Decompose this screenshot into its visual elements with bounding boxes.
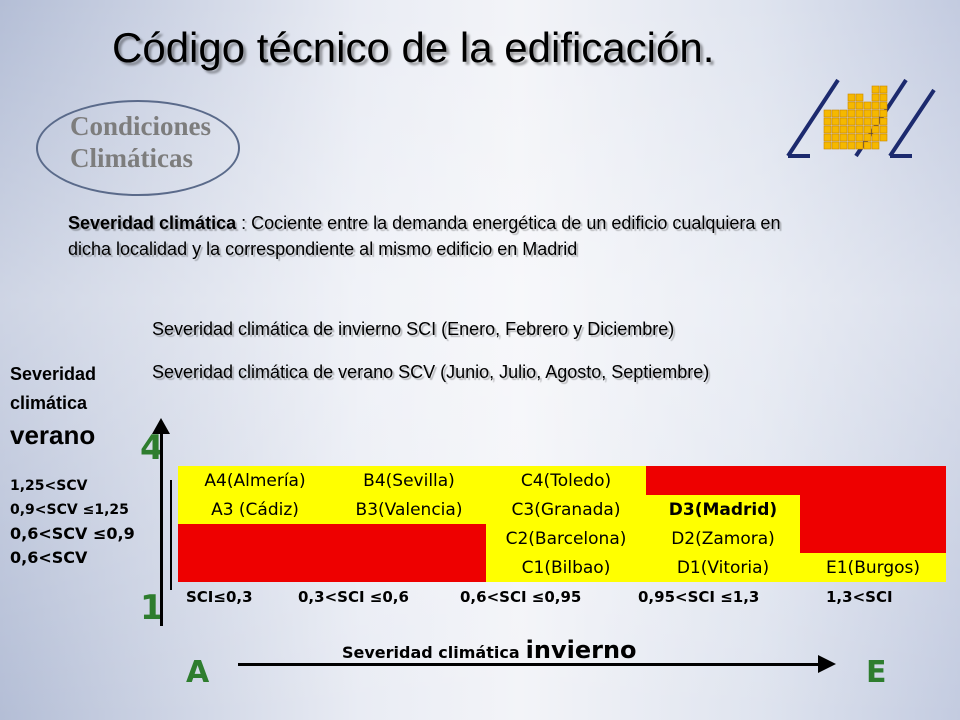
definition-body: : Cociente entre la demanda energética d… [68,213,781,259]
horizontal-axis-line [238,663,820,666]
horizontal-arrow-head-icon [818,655,836,673]
zone-b3: B3(Valencia) [332,495,486,524]
sci-description: Severidad climática de invierno SCI (Ene… [152,319,675,339]
definition-term: Severidad climática [68,213,237,233]
climate-zone-grid: A4(Almería) B4(Sevilla) C4(Toledo) A3 (C… [178,466,946,582]
horizontal-axis-label: Severidad climática invierno [342,636,637,664]
scv-class-1: 1,25<SCV [10,478,88,494]
zone-a4: A4(Almería) [178,466,332,495]
cte-logo-icon [786,78,936,158]
scv-class-3: 0,6<SCV ≤0,9 [10,524,135,543]
zone-empty-e2 [800,524,946,553]
sci-class-2: 0,3<SCI ≤0,6 [298,588,409,606]
condiciones-label: Condiciones Climáticas [70,110,211,174]
vertical-axis-line-inner [170,480,172,590]
sci-class-1: SCI≤0,3 [186,588,253,606]
vertical-arrow-head-icon [152,418,170,434]
zone-d1: D1(Vitoria) [646,553,800,582]
zone-empty-e3 [800,495,946,524]
scv-description: Severidad climática de verano SCV (Junio… [152,362,710,382]
zone-e1: E1(Burgos) [800,553,946,582]
zone-empty-ab1 [178,553,486,582]
vertical-axis-top-number: 4 [140,428,164,468]
scv-class-2: 0,9<SCV ≤1,25 [10,502,129,518]
sci-class-3: 0,6<SCI ≤0,95 [460,588,582,606]
zone-empty-e4 [800,466,946,495]
zone-d3: D3(Madrid) [646,495,800,524]
vertical-axis-line [160,428,163,626]
definition-text: Severidad climática : Cociente entre la … [68,210,788,262]
condiciones-line1: Condiciones [70,111,212,141]
sci-class-5: 1,3<SCI [826,588,893,606]
vertical-axis-bottom-number: 1 [140,588,164,628]
sci-class-4: 0,95<SCI ≤1,3 [638,588,760,606]
horizontal-axis-label-small: Severidad climática [342,643,520,662]
vertical-axis-label-big: verano [10,420,96,450]
vertical-axis-label-line1: Severidad [10,364,97,384]
zone-c2: C2(Barcelona) [486,524,646,553]
vertical-axis-label-line2: climática [10,393,88,413]
zone-d2: D2(Zamora) [646,524,800,553]
zone-a3: A3 (Cádiz) [178,495,332,524]
condiciones-line2: Climáticas [70,143,193,173]
scv-class-list: 1,25<SCV 0,9<SCV ≤1,25 0,6<SCV ≤0,9 0,6<… [10,474,135,570]
horizontal-axis-left-letter: A [186,655,210,690]
vertical-axis-label: Severidad climática [10,360,96,418]
zone-c4: C4(Toledo) [486,466,646,495]
condiciones-ellipse [36,100,240,196]
zone-c1: C1(Bilbao) [486,553,646,582]
zone-empty-ab2 [178,524,486,553]
zone-c3: C3(Granada) [486,495,646,524]
horizontal-axis-right-letter: E [866,655,887,690]
zone-b4: B4(Sevilla) [332,466,486,495]
zone-empty-d4 [646,466,800,495]
horizontal-axis-label-big: invierno [525,636,637,664]
scv-class-4: 0,6<SCV [10,548,88,567]
page-title: Código técnico de la edificación. [112,24,715,71]
